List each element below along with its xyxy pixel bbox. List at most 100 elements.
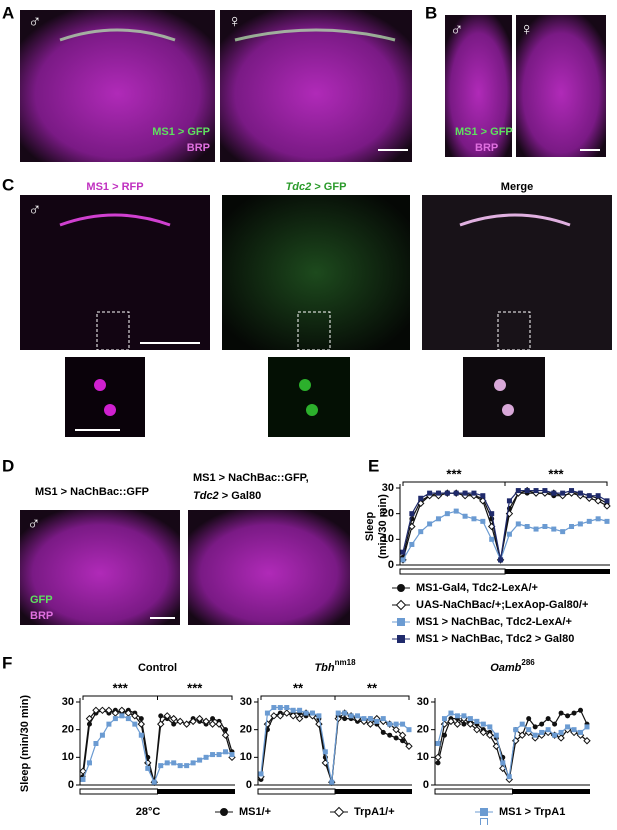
marker	[295, 714, 304, 723]
y-tick-label: 10	[240, 751, 252, 763]
marker	[462, 513, 468, 519]
panel-label: F	[2, 653, 12, 672]
marker	[210, 716, 216, 722]
legend: GFP	[30, 594, 53, 606]
y-tick-label: 30	[382, 482, 394, 494]
marker	[277, 705, 283, 711]
marker	[444, 511, 450, 517]
marker	[571, 727, 577, 733]
marker	[106, 721, 112, 727]
marker	[409, 511, 415, 517]
marker	[569, 524, 575, 529]
marker	[397, 618, 405, 626]
marker	[387, 721, 393, 727]
dark-bar	[512, 789, 590, 794]
marker	[124, 709, 133, 717]
marker	[526, 727, 532, 733]
legend: MS1 > GFP	[455, 126, 513, 138]
legend-label: MS1-Gal4, Tdc2-LexA/+	[416, 582, 538, 594]
bracket	[157, 695, 233, 700]
title-sup: nm18	[335, 658, 356, 667]
marker	[524, 524, 530, 529]
marker	[461, 721, 467, 727]
title-text: Oamb	[490, 662, 521, 674]
marker	[565, 713, 571, 719]
marker	[474, 718, 480, 724]
marker	[524, 488, 530, 494]
marker	[163, 712, 171, 720]
marker	[558, 710, 564, 716]
marker	[221, 731, 230, 739]
sex: ♂	[450, 19, 464, 39]
light-bar	[79, 788, 158, 795]
panel-label: A	[2, 3, 14, 22]
y-label: Sleep (min/30 min)	[19, 695, 31, 793]
annotation: ***	[446, 466, 462, 481]
marker	[398, 731, 407, 739]
marker	[393, 735, 399, 741]
condition: 28°C	[136, 806, 161, 818]
sex: ♀	[228, 11, 242, 31]
marker	[164, 760, 170, 766]
legend-label: MS1 > TrpA1	[499, 806, 565, 818]
marker	[583, 737, 591, 745]
y-tick-label: 0	[423, 779, 429, 791]
text: > GFP	[311, 181, 346, 193]
italic: Tdc2	[193, 490, 219, 502]
y-tick-label: 20	[62, 724, 74, 736]
marker	[409, 541, 415, 547]
marker	[171, 721, 177, 727]
y-label: Sleep	[364, 512, 376, 542]
marker	[380, 716, 386, 722]
sex: ♀	[520, 19, 534, 39]
marker	[366, 720, 375, 728]
marker	[519, 721, 525, 727]
marker	[594, 497, 602, 505]
marker	[604, 518, 610, 524]
marker	[604, 498, 610, 504]
marker	[400, 557, 406, 563]
marker	[532, 732, 538, 738]
marker	[400, 721, 406, 727]
dark-bar	[335, 789, 412, 794]
sex: ♂	[27, 513, 41, 533]
marker	[145, 765, 151, 771]
marker	[208, 720, 217, 728]
marker	[79, 767, 87, 775]
marker	[586, 493, 592, 499]
marker	[558, 729, 564, 735]
marker	[532, 724, 538, 730]
marker	[545, 727, 551, 733]
marker	[454, 713, 460, 719]
legend: MS1 > GFP	[152, 126, 210, 138]
marker	[486, 731, 494, 739]
annotation: ***	[113, 680, 129, 695]
chart-title: Control	[138, 662, 177, 674]
marker	[387, 732, 393, 738]
bracket	[260, 695, 336, 700]
marker	[184, 763, 190, 769]
marker	[223, 727, 229, 733]
marker	[112, 716, 118, 722]
marker	[342, 716, 348, 722]
marker	[203, 754, 209, 760]
y-tick-label: 30	[62, 696, 74, 708]
marker	[367, 716, 373, 722]
marker	[270, 712, 278, 720]
marker	[552, 721, 558, 727]
marker	[444, 490, 450, 496]
marker	[118, 706, 126, 715]
marker	[98, 706, 107, 715]
panel-title: Merge	[501, 181, 533, 193]
title-sup: 286	[521, 658, 535, 667]
marker	[571, 710, 577, 716]
y-tick-label: 20	[382, 508, 394, 520]
marker	[131, 712, 139, 720]
panel-title: MS1 > NaChBac::GFP	[35, 486, 149, 498]
marker	[348, 713, 354, 719]
marker	[322, 749, 328, 755]
marker	[545, 716, 551, 722]
marker	[533, 526, 539, 532]
marker	[518, 731, 526, 739]
marker	[216, 752, 222, 758]
